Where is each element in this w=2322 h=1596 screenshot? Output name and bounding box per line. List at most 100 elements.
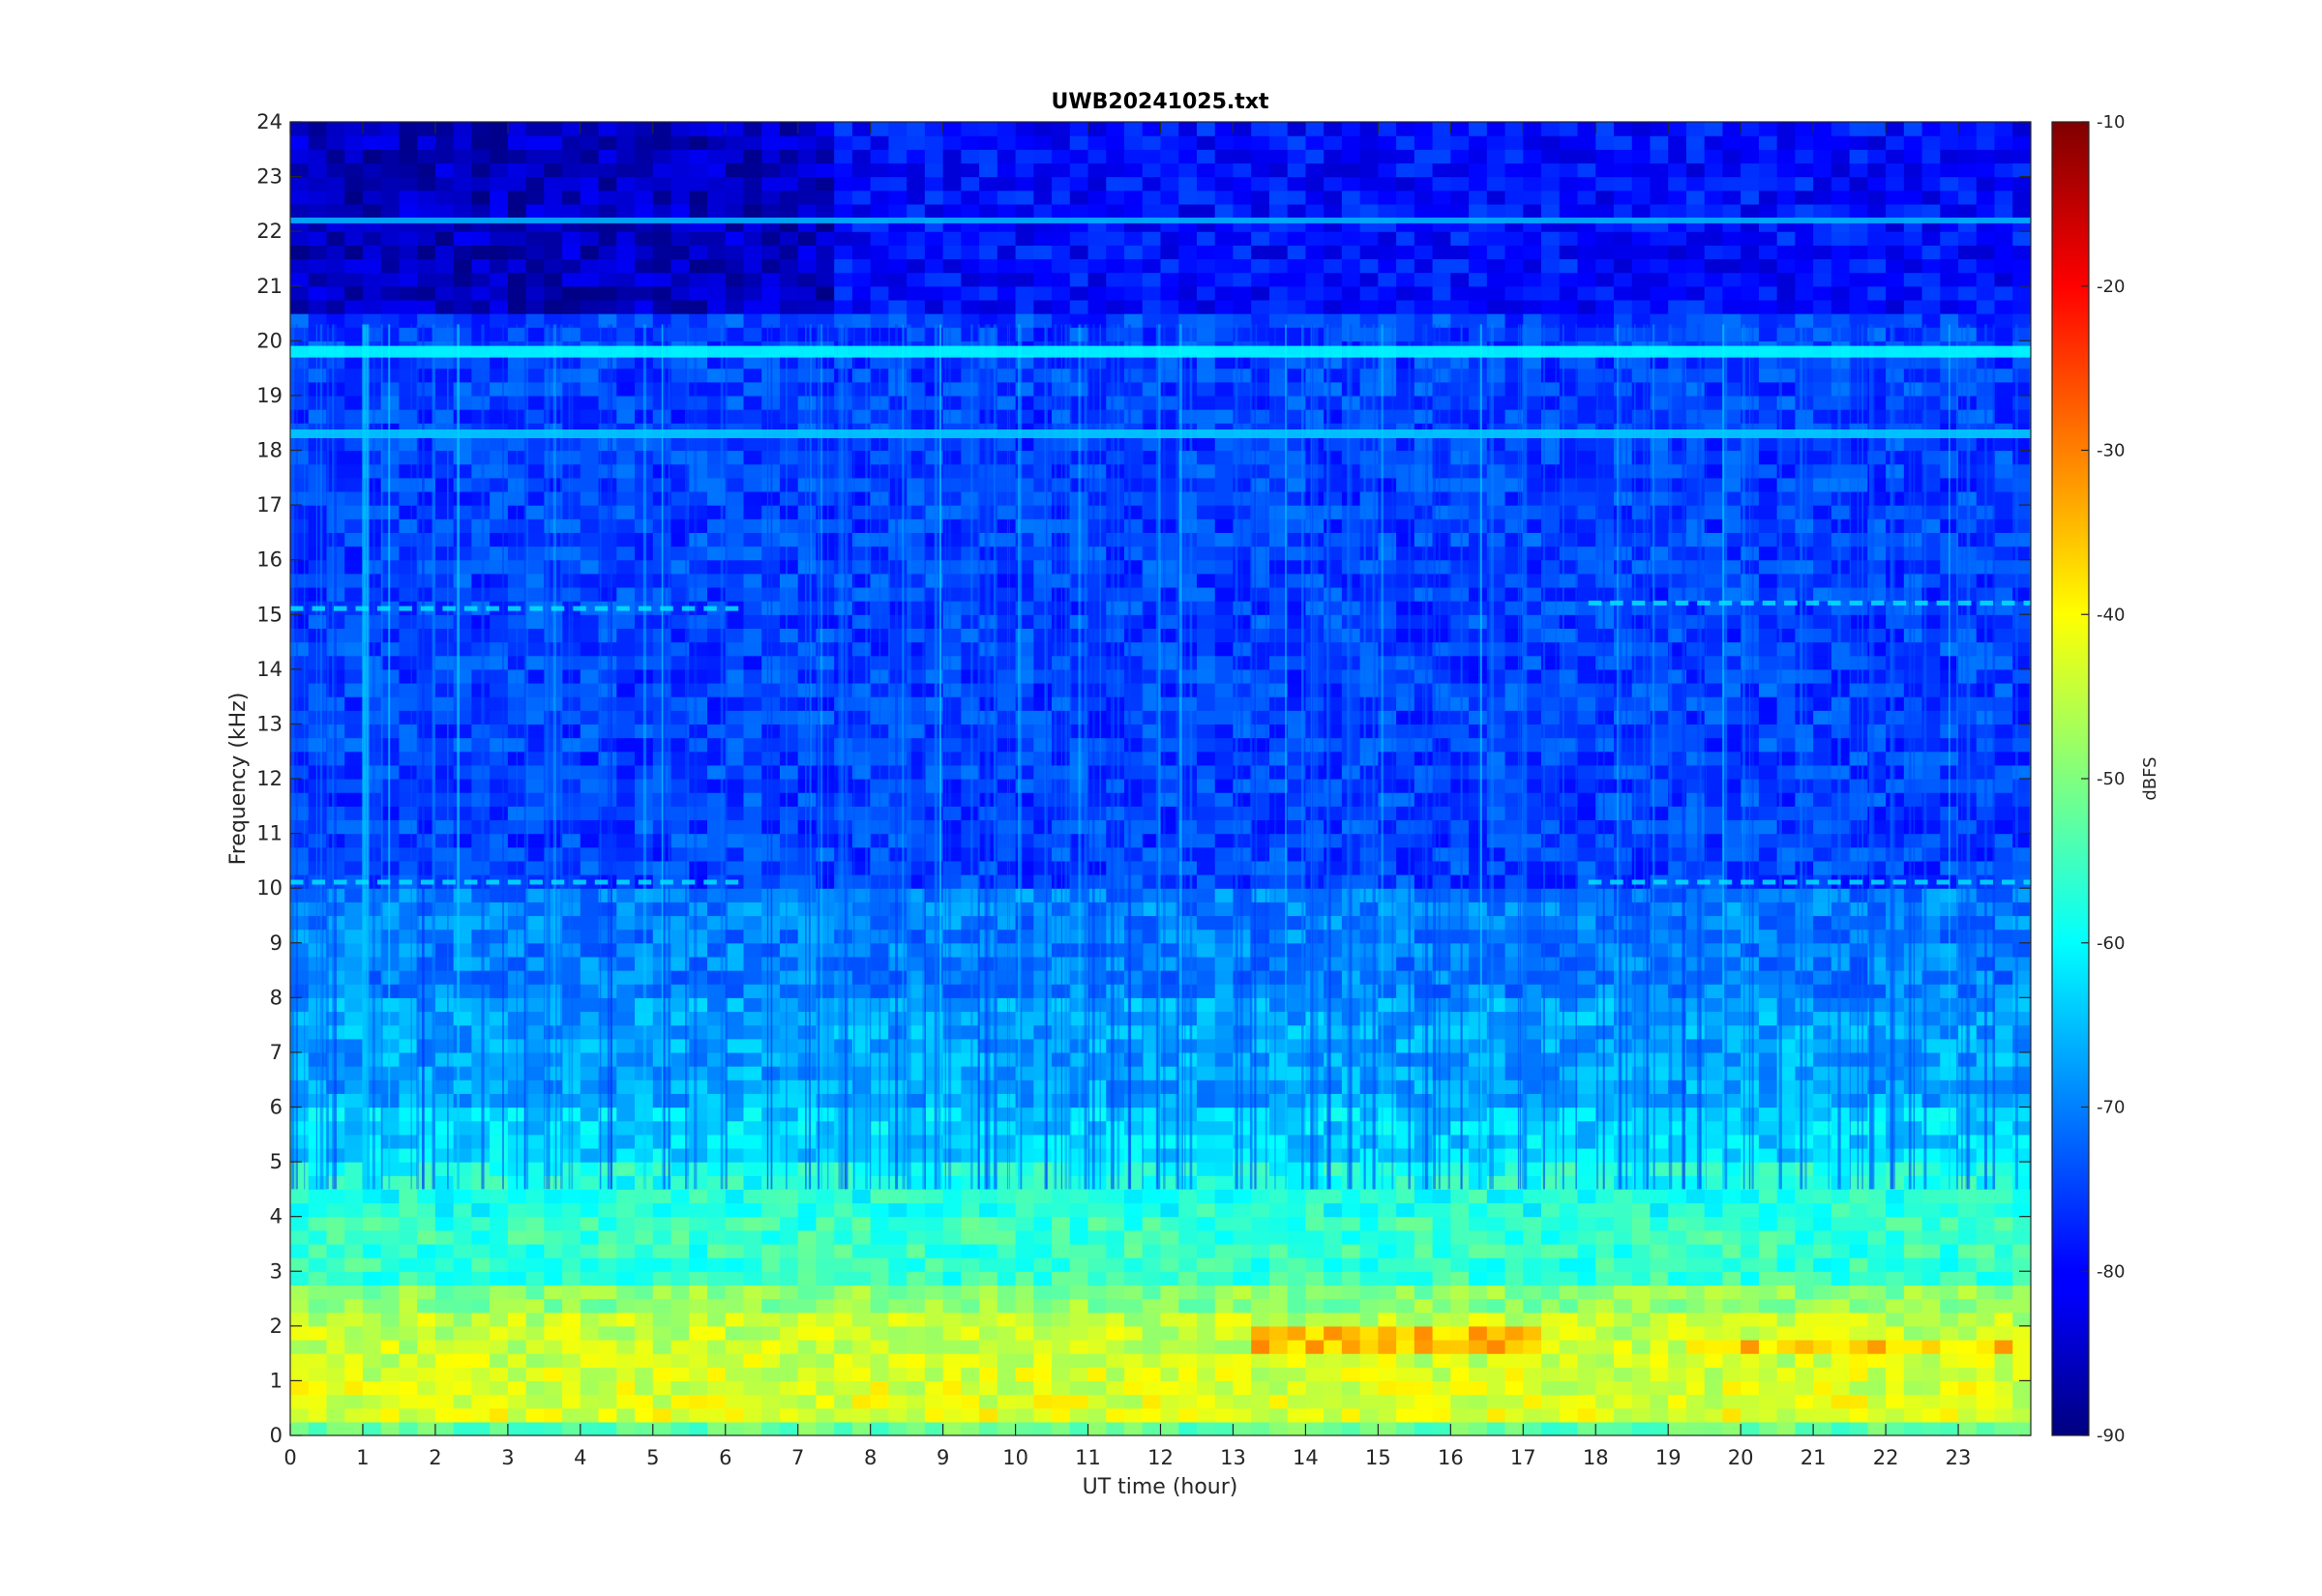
heatmap-cell (344, 299, 364, 314)
heatmap-cell (344, 1421, 364, 1435)
heatmap-cell (816, 874, 835, 889)
heatmap-cell (1160, 203, 1179, 219)
heatmap-cell (380, 901, 401, 917)
heatmap-cell (453, 1285, 472, 1300)
heatmap-cell (797, 1011, 818, 1026)
heatmap-cell (743, 463, 762, 479)
heatmap-cell (797, 546, 818, 561)
heatmap-cell (308, 313, 328, 328)
heatmap-cell (743, 956, 762, 971)
heatmap-cell (907, 1175, 926, 1190)
heatmap-cell (290, 1271, 310, 1286)
heatmap-cell (1087, 1189, 1107, 1204)
heatmap-cell (816, 436, 835, 452)
heatmap-cell (907, 299, 926, 314)
heatmap-cell (870, 1312, 890, 1327)
heatmap-cell (399, 1394, 418, 1409)
heatmap-cell (434, 1353, 455, 1368)
heatmap-cell (453, 1011, 472, 1026)
heatmap-cell (997, 846, 1017, 862)
heatmap-cell (635, 956, 654, 971)
heatmap-cell (308, 792, 328, 807)
heatmap-cell (326, 1325, 345, 1341)
heatmap-cell (562, 1339, 581, 1354)
heatmap-cell (907, 354, 926, 369)
heatmap-cell (1196, 1024, 1216, 1040)
heatmap-cell (707, 1298, 727, 1314)
heatmap-cell (344, 450, 364, 465)
heatmap-cell (580, 970, 600, 985)
heatmap-cell (525, 751, 545, 766)
heatmap-cell (1124, 1380, 1144, 1396)
heatmap-cell (907, 806, 926, 821)
heatmap-cell (580, 1407, 600, 1423)
heatmap-cell (907, 368, 926, 383)
heatmap-cell (507, 1298, 527, 1314)
heatmap-cell (961, 505, 980, 519)
heatmap-cell (380, 860, 401, 875)
heatmap-cell (979, 1285, 998, 1300)
heatmap-cell (1052, 956, 1071, 971)
heatmap-cell (616, 1011, 636, 1026)
heatmap-cell (1015, 258, 1034, 274)
heatmap-cell (308, 272, 328, 287)
heatmap-cell (1033, 299, 1053, 314)
heatmap-cell (942, 299, 962, 314)
heatmap-cell (997, 1066, 1017, 1080)
heatmap-cell (1214, 1257, 1235, 1272)
heatmap-cell (797, 901, 818, 917)
heatmap-cell (1178, 135, 1198, 150)
heatmap-cell (725, 655, 745, 670)
heatmap-cell (1178, 149, 1198, 164)
heatmap-cell (979, 1325, 998, 1341)
heatmap-cell (743, 559, 762, 575)
heatmap-cell (290, 135, 310, 150)
heatmap-cell (290, 1353, 310, 1368)
heatmap-cell (761, 1229, 781, 1245)
heatmap-cell (1160, 1339, 1179, 1354)
heatmap-cell (961, 1243, 980, 1258)
heatmap-cell (834, 1229, 853, 1245)
heatmap-cell (743, 490, 762, 506)
heatmap-cell (1214, 751, 1235, 766)
heatmap-cell (851, 354, 872, 369)
heatmap-cell (743, 203, 762, 219)
heatmap-cell (399, 984, 418, 998)
heatmap-cell (580, 1162, 600, 1176)
heatmap-cell (1087, 1243, 1107, 1258)
heatmap-cell (1124, 1107, 1144, 1122)
heatmap-cell (924, 1285, 944, 1300)
heatmap-cell (1160, 518, 1179, 533)
heatmap-cell (961, 299, 980, 314)
heatmap-cell (924, 1202, 944, 1218)
heatmap-cell (1196, 1257, 1216, 1272)
heatmap-cell (417, 1339, 436, 1354)
heatmap-cell (490, 1421, 509, 1435)
heatmap-cell (417, 1202, 436, 1218)
heatmap-cell (525, 1024, 545, 1040)
heatmap-cell (616, 285, 636, 301)
heatmap-cell (779, 1038, 799, 1053)
heatmap-cell (907, 751, 926, 766)
heatmap-cell (1052, 176, 1071, 192)
heatmap-cell (797, 668, 818, 684)
heatmap-cell (743, 1120, 762, 1136)
heatmap-cell (434, 368, 455, 383)
heatmap-cell (399, 1325, 418, 1341)
heatmap-cell (326, 1243, 345, 1258)
heatmap-cell (1196, 436, 1216, 452)
heatmap-cell (434, 1229, 455, 1245)
heatmap-cell (580, 409, 600, 424)
heatmap-cell (1106, 833, 1125, 848)
heatmap-cell (1106, 970, 1125, 985)
heatmap-cell (453, 682, 472, 697)
heatmap-cell (725, 546, 745, 561)
heatmap-cell (1124, 696, 1144, 711)
heatmap-cell (942, 614, 962, 629)
heatmap-cell (652, 135, 672, 150)
heatmap-cell (507, 163, 527, 178)
heatmap-cell (924, 1339, 944, 1354)
heatmap-cell (525, 327, 545, 341)
heatmap-cell (1196, 1367, 1216, 1382)
heatmap-cell (562, 450, 581, 465)
